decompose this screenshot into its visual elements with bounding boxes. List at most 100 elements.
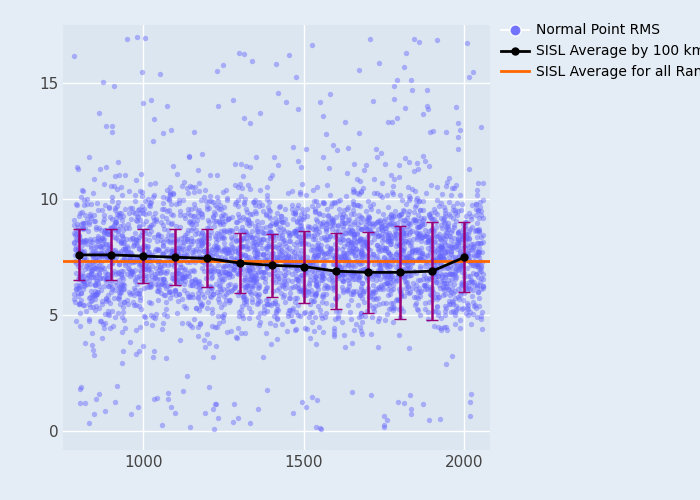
- Point: [237, 302, 248, 310]
- Point: [90, 264, 101, 272]
- Point: [116, 210, 127, 218]
- Point: [367, 275, 378, 283]
- Point: [306, 394, 317, 402]
- Point: [472, 232, 483, 240]
- Point: [105, 230, 116, 238]
- Point: [186, 183, 197, 191]
- Point: [76, 248, 88, 256]
- Point: [115, 284, 126, 292]
- Point: [291, 275, 302, 283]
- Point: [391, 76, 402, 84]
- Point: [382, 234, 393, 242]
- Point: [207, 290, 218, 298]
- Point: [437, 252, 448, 260]
- Point: [291, 294, 302, 302]
- Point: [210, 218, 221, 226]
- Point: [137, 210, 148, 218]
- Point: [449, 268, 461, 276]
- Point: [258, 250, 269, 258]
- Point: [258, 273, 269, 281]
- Point: [461, 249, 472, 257]
- Point: [109, 256, 120, 264]
- Point: [395, 234, 407, 241]
- Point: [478, 196, 489, 204]
- Point: [338, 249, 349, 257]
- Point: [233, 256, 244, 264]
- Point: [323, 212, 334, 220]
- Point: [398, 234, 409, 241]
- Point: [428, 322, 440, 330]
- Point: [220, 256, 231, 264]
- Point: [295, 225, 307, 233]
- Point: [477, 282, 488, 290]
- Point: [445, 248, 456, 256]
- Point: [220, 268, 232, 276]
- Point: [389, 304, 400, 312]
- Point: [305, 286, 316, 294]
- Point: [251, 152, 262, 160]
- Point: [216, 287, 227, 295]
- Point: [251, 274, 262, 282]
- Point: [439, 214, 450, 222]
- Point: [291, 260, 302, 268]
- Point: [183, 206, 194, 214]
- Point: [144, 252, 155, 260]
- Point: [425, 209, 436, 217]
- Point: [474, 244, 485, 252]
- Point: [402, 272, 413, 280]
- Point: [239, 329, 251, 337]
- Point: [389, 82, 400, 90]
- Point: [127, 256, 139, 264]
- Point: [71, 259, 82, 267]
- Point: [178, 245, 189, 253]
- Point: [475, 198, 486, 206]
- Point: [198, 233, 209, 241]
- Point: [410, 293, 421, 301]
- Point: [352, 224, 363, 232]
- Point: [218, 232, 229, 240]
- Point: [116, 328, 127, 336]
- Point: [176, 234, 187, 242]
- Point: [447, 264, 458, 272]
- Point: [342, 236, 354, 244]
- Point: [109, 218, 120, 226]
- Point: [384, 270, 395, 278]
- Point: [232, 414, 243, 422]
- Point: [403, 192, 414, 200]
- Point: [276, 251, 287, 259]
- Point: [74, 386, 85, 394]
- Point: [328, 324, 339, 332]
- Point: [206, 309, 218, 317]
- Point: [360, 237, 371, 245]
- Point: [304, 258, 316, 266]
- Point: [301, 268, 312, 276]
- Point: [347, 248, 358, 256]
- Point: [353, 275, 364, 283]
- Point: [74, 282, 85, 290]
- Point: [286, 270, 297, 278]
- Point: [251, 242, 262, 250]
- Point: [269, 214, 280, 222]
- Point: [394, 214, 405, 222]
- Point: [386, 219, 398, 227]
- Point: [279, 250, 290, 258]
- Point: [119, 205, 130, 213]
- Point: [295, 214, 307, 222]
- Point: [426, 292, 438, 300]
- Point: [422, 314, 433, 322]
- Point: [109, 278, 120, 286]
- Point: [99, 273, 111, 281]
- Point: [435, 314, 447, 322]
- Point: [473, 272, 484, 280]
- Point: [374, 216, 386, 224]
- Point: [398, 216, 409, 224]
- Point: [131, 272, 142, 280]
- Point: [397, 246, 408, 254]
- Point: [221, 256, 232, 264]
- Point: [193, 236, 204, 244]
- Point: [309, 328, 320, 336]
- Point: [237, 250, 248, 258]
- Point: [376, 193, 387, 201]
- Point: [311, 272, 322, 280]
- Point: [416, 220, 428, 228]
